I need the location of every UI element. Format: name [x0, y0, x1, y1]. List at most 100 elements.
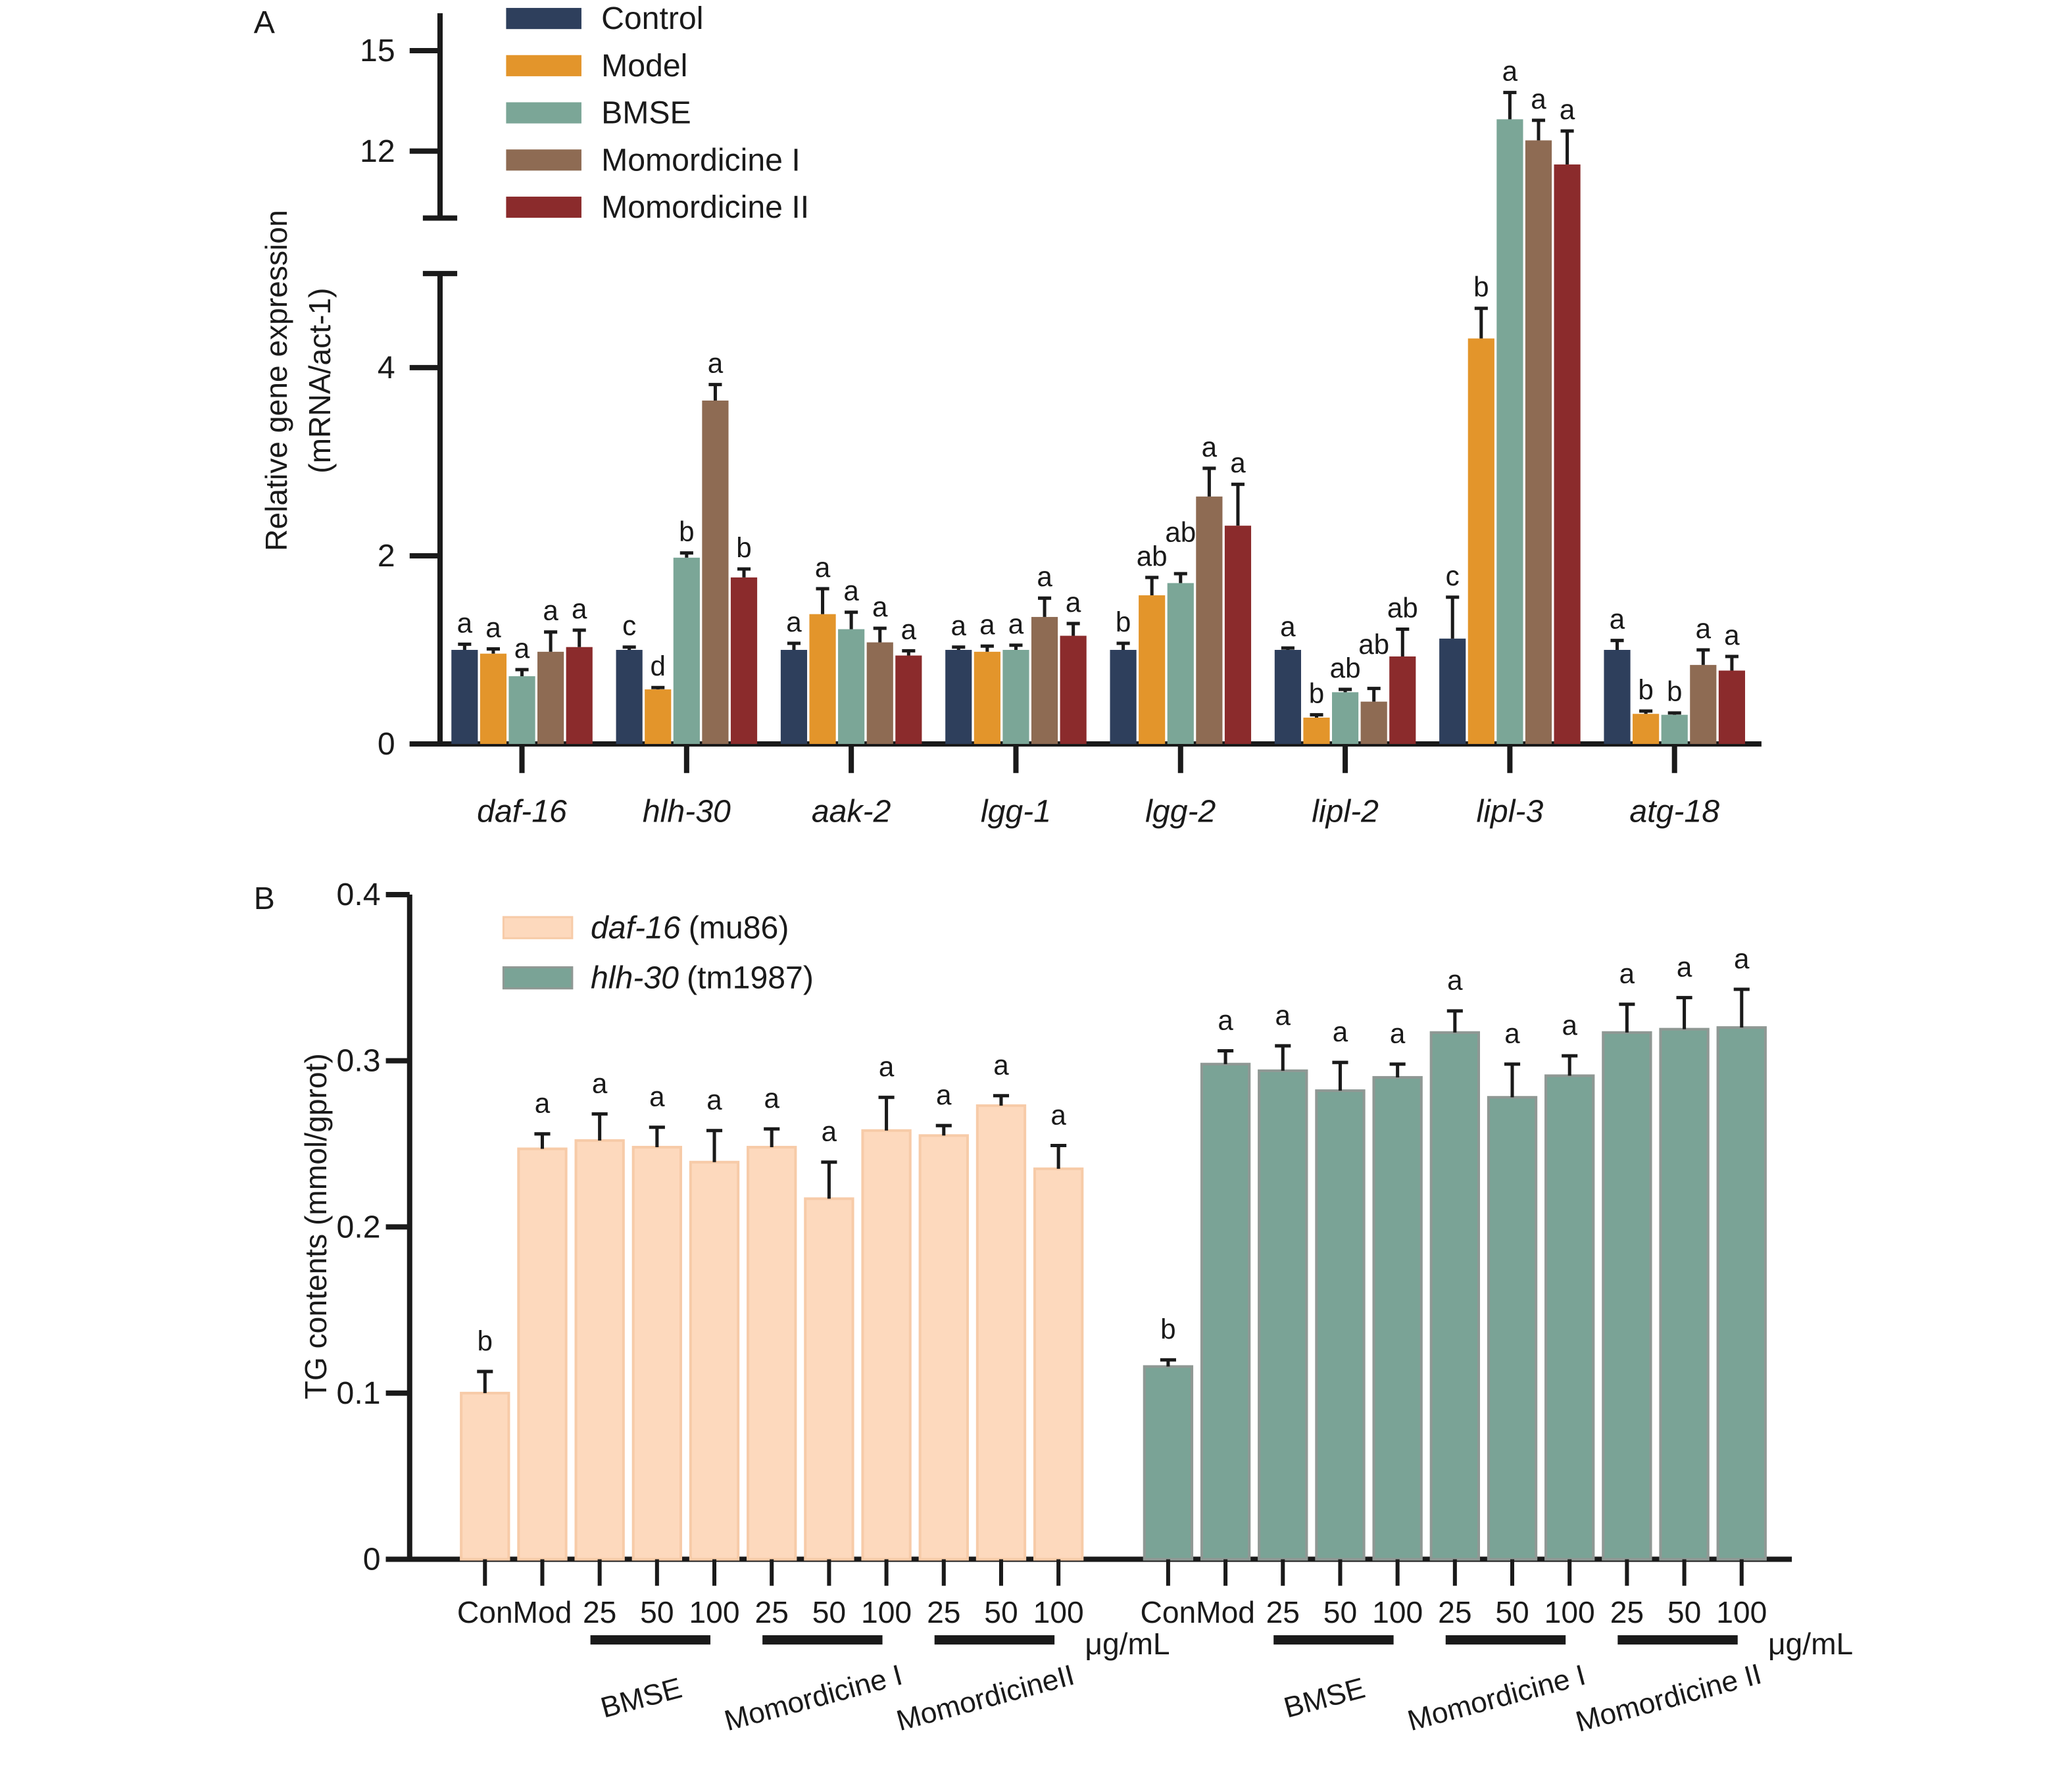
bar-hlh-30-7: [1544, 1074, 1595, 1561]
bar-lipl-2-bmse: [1332, 692, 1359, 745]
panel-a-label: A: [254, 5, 276, 40]
significance-letter-hlh-30-1: a: [1218, 1004, 1233, 1035]
bar-daf-16-2: [574, 1139, 625, 1561]
bar-hlh-30-8: [1602, 1031, 1652, 1561]
bar-atg-18-model: [1633, 714, 1660, 745]
significance-letter-hlh-30-2: a: [1275, 1000, 1291, 1031]
legend-label-daf-16: daf-16 (mu86): [591, 910, 789, 945]
category-label-hlh-30: hlh-30: [643, 794, 731, 829]
bar-daf-16-0: [460, 1391, 510, 1561]
significance-letter-daf-16-9: a: [993, 1050, 1009, 1081]
significance-letter-lipl-3-bmse: a: [1502, 56, 1518, 87]
legend-label-momordicine-i: Momordicine I: [601, 142, 801, 178]
bar-lipl-2-model: [1303, 717, 1330, 745]
bar-daf-16-momordicine-i: [537, 651, 564, 745]
x-tick-label-hlh-30-7: 100: [1544, 1595, 1595, 1629]
x-tick-label-daf-16-9: 50: [984, 1595, 1018, 1629]
bar-hlh-30-10: [1716, 1026, 1767, 1561]
category-label-daf-16: daf-16: [477, 794, 567, 829]
bar-lgg-2-model: [1139, 595, 1166, 745]
bar-atg-18-control: [1604, 649, 1631, 745]
bar-hlh-30-5: [1429, 1031, 1480, 1561]
panel-b-label: B: [254, 881, 275, 916]
significance-letter-lipl-3-momordicine-ii: a: [1560, 94, 1575, 125]
bar-daf-16-momordicine-ii: [566, 647, 593, 745]
significance-letter-daf-16-bmse: a: [514, 633, 530, 664]
legend-label-model: Model: [601, 48, 687, 84]
bar-hlh-30-bmse: [673, 557, 700, 745]
legend-swatch-momordicine-ii: [506, 196, 581, 218]
x-tick-label-hlh-30-6: 50: [1495, 1595, 1529, 1629]
bar-hlh-30-model: [645, 689, 672, 745]
bar-aak-2-momordicine-i: [866, 642, 893, 745]
significance-letter-daf-16-momordicine-ii: a: [572, 593, 587, 624]
x-tick-label-daf-16-1: Mod: [513, 1595, 572, 1629]
unit-label-hlh-30: μg/mL: [1768, 1627, 1853, 1661]
bar-lgg-1-model: [974, 651, 1000, 745]
significance-letter-lgg-1-bmse: a: [1008, 608, 1024, 639]
x-tick-label-daf-16-5: 25: [755, 1595, 789, 1629]
significance-letter-lgg-2-control: b: [1116, 606, 1131, 637]
y-tick-label-0-2: 0.2: [337, 1209, 381, 1245]
bar-daf-16-control: [451, 649, 478, 745]
legend-label-momordicine-ii: Momordicine II: [601, 189, 809, 225]
significance-letter-daf-16-0: b: [478, 1325, 493, 1356]
legend-swatch-bmse: [506, 102, 581, 124]
bar-lipl-3-bmse: [1496, 119, 1523, 745]
x-tick-label-daf-16-6: 50: [812, 1595, 846, 1629]
legend-allele-daf-16: (mu86): [689, 910, 789, 945]
significance-letter-lipl-2-control: a: [1280, 611, 1296, 642]
bar-hlh-30-4: [1372, 1075, 1423, 1561]
significance-letter-atg-18-bmse: b: [1667, 676, 1682, 707]
y-tick-label-4: 4: [378, 350, 395, 385]
bar-hlh-30-control: [616, 649, 643, 745]
bar-aak-2-control: [780, 649, 808, 745]
significance-letter-lgg-2-momordicine-ii: a: [1230, 447, 1246, 478]
x-tick-label-daf-16-0: Con: [457, 1595, 513, 1629]
significance-letter-lipl-2-momordicine-ii: ab: [1387, 592, 1418, 623]
bar-hlh-30-0: [1143, 1365, 1194, 1561]
bar-lipl-2-control: [1274, 649, 1301, 745]
bar-hlh-30-momordicine-ii: [730, 577, 758, 745]
significance-letter-daf-16-4: a: [706, 1085, 722, 1116]
significance-letter-daf-16-7: a: [879, 1051, 895, 1082]
y-tick-label-0: 0: [363, 1542, 381, 1577]
category-label-lgg-1: lgg-1: [981, 794, 1051, 829]
significance-letter-lgg-2-model: ab: [1137, 541, 1168, 572]
unit-label-daf-16: μg/mL: [1085, 1627, 1170, 1661]
significance-letter-hlh-30-6: a: [1504, 1018, 1520, 1049]
legend-allele-hlh-30: (tm1987): [687, 960, 814, 996]
bar-hlh-30-1: [1200, 1062, 1251, 1561]
significance-letter-daf-16-10: a: [1050, 1099, 1066, 1130]
bar-lipl-2-momordicine-i: [1360, 701, 1387, 745]
x-tick-label-daf-16-8: 25: [927, 1595, 960, 1629]
significance-letter-lgg-2-bmse: ab: [1165, 517, 1196, 548]
category-label-aak-2: aak-2: [812, 794, 891, 829]
significance-letter-hlh-30-5: a: [1447, 965, 1463, 996]
significance-letter-hlh-30-control: c: [622, 610, 636, 641]
significance-letter-lgg-1-momordicine-i: a: [1037, 561, 1052, 592]
y-tick-label-2: 2: [378, 538, 395, 574]
bar-daf-16-model: [480, 653, 507, 745]
bar-group-lgg-1: lgg-1a a aaa: [945, 561, 1087, 829]
y-tick-label-0-1: 0.1: [337, 1375, 381, 1411]
significance-letter-atg-18-control: a: [1610, 604, 1625, 635]
legend-swatch-hlh-30: [502, 966, 574, 990]
significance-letter-atg-18-model: b: [1638, 674, 1653, 705]
y-tick-label-15: 15: [360, 33, 395, 68]
bar-aak-2-model: [809, 614, 836, 745]
y-tick-label-0-3: 0.3: [337, 1043, 381, 1079]
significance-letter-lipl-2-momordicine-i: ab: [1358, 629, 1389, 660]
significance-letter-lipl-2-bmse: ab: [1330, 653, 1361, 683]
significance-letter-daf-16-1: a: [535, 1088, 551, 1119]
significance-letter-lipl-2-model: b: [1309, 678, 1324, 709]
x-tick-label-daf-16-4: 100: [689, 1595, 739, 1629]
significance-letter-daf-16-3: a: [649, 1081, 665, 1112]
significance-letter-lgg-1-control: a: [951, 610, 967, 641]
significance-letter-hlh-30-bmse: b: [679, 516, 694, 547]
x-tick-label-hlh-30-4: 100: [1372, 1595, 1423, 1629]
